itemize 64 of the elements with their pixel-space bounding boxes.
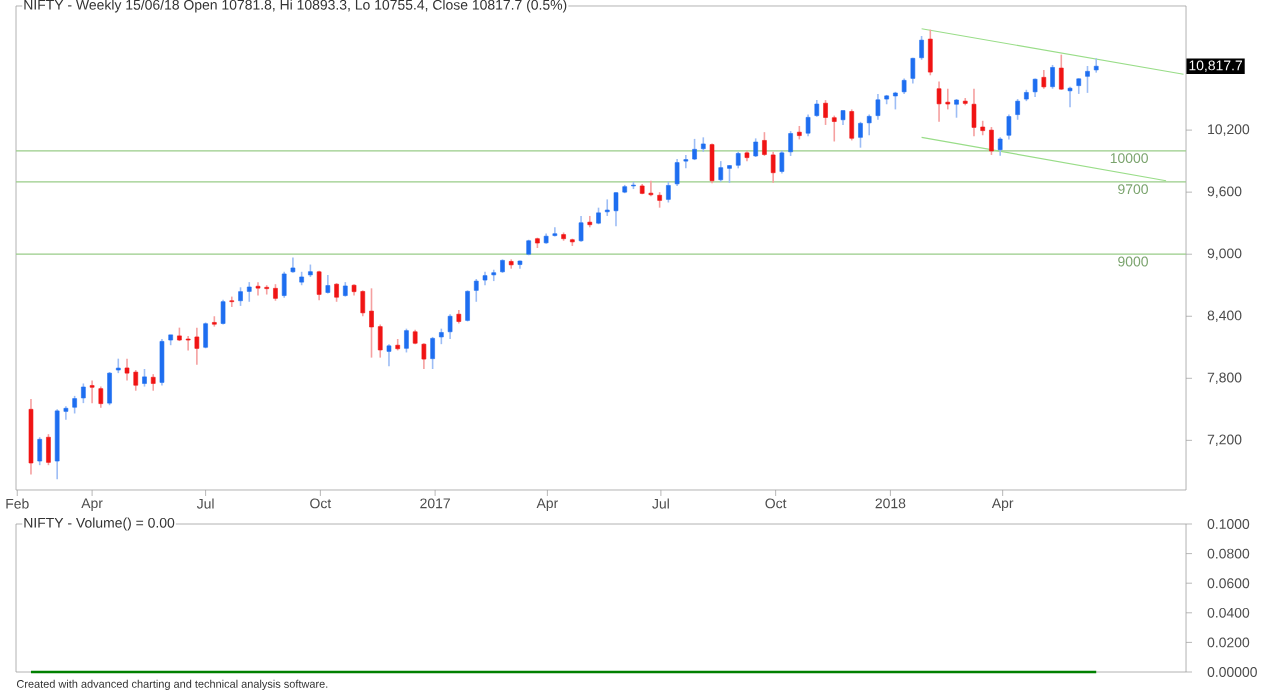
candlestick: [578, 215, 584, 243]
candlestick: [421, 342, 427, 370]
candlestick: [334, 282, 339, 303]
candlestick: [762, 131, 767, 157]
candlestick: [753, 137, 758, 158]
candlestick: [220, 298, 226, 326]
candlestick: [1085, 65, 1090, 94]
candlestick: [971, 87, 977, 138]
candlestick: [779, 149, 785, 175]
candlestick: [447, 313, 453, 340]
candlestick: [194, 326, 200, 366]
candlestick: [1015, 98, 1020, 121]
candlestick: [238, 286, 243, 307]
candlestick: [683, 154, 689, 170]
candlestick: [430, 336, 435, 370]
candlestick: [1050, 64, 1055, 90]
candlestick: [831, 114, 837, 143]
candlestick: [89, 379, 95, 404]
candlestick: [936, 80, 942, 123]
candlestick: [997, 136, 1003, 157]
candlestick: [1032, 77, 1038, 98]
candlestick: [866, 113, 872, 137]
candlestick: [369, 287, 374, 359]
candlestick: [788, 130, 793, 157]
candlestick: [666, 181, 671, 204]
candlestick: [1067, 85, 1073, 109]
candlestick: [928, 28, 933, 77]
candlestick: [648, 179, 654, 198]
candlestick: [954, 98, 959, 119]
candlestick: [377, 323, 383, 359]
candlestick: [281, 270, 287, 299]
candlestick: [858, 121, 863, 149]
candlestick: [46, 433, 51, 466]
candlestick: [1059, 53, 1064, 91]
candlestick: [849, 108, 855, 142]
candlestick: [910, 56, 916, 85]
candlestick: [229, 295, 235, 308]
candlestick: [386, 343, 392, 368]
candlestick: [718, 160, 724, 183]
candlestick: [805, 113, 811, 138]
candlestick: [1041, 69, 1047, 90]
candlestick: [823, 99, 828, 126]
candlestick: [770, 151, 776, 184]
candlestick: [81, 382, 86, 404]
candlestick: [107, 371, 112, 406]
candlestick: [124, 357, 130, 382]
candlestick: [246, 281, 252, 303]
candlestick: [325, 274, 331, 295]
candlestick: [875, 93, 881, 121]
candlestick: [98, 385, 104, 409]
candlestick: [1006, 113, 1012, 141]
candlestick: [159, 338, 165, 387]
candlestick: [37, 436, 43, 466]
candlestick: [465, 289, 470, 323]
candlestick: [552, 226, 558, 238]
candlestick: [709, 142, 715, 185]
candlestick: [919, 35, 924, 61]
candlestick: [613, 191, 619, 228]
candlestick: [989, 126, 994, 156]
candlestick: [203, 321, 208, 350]
candlestick: [316, 269, 322, 302]
candlestick: [255, 281, 261, 297]
candlestick: [674, 158, 680, 187]
candlestick: [404, 327, 409, 354]
